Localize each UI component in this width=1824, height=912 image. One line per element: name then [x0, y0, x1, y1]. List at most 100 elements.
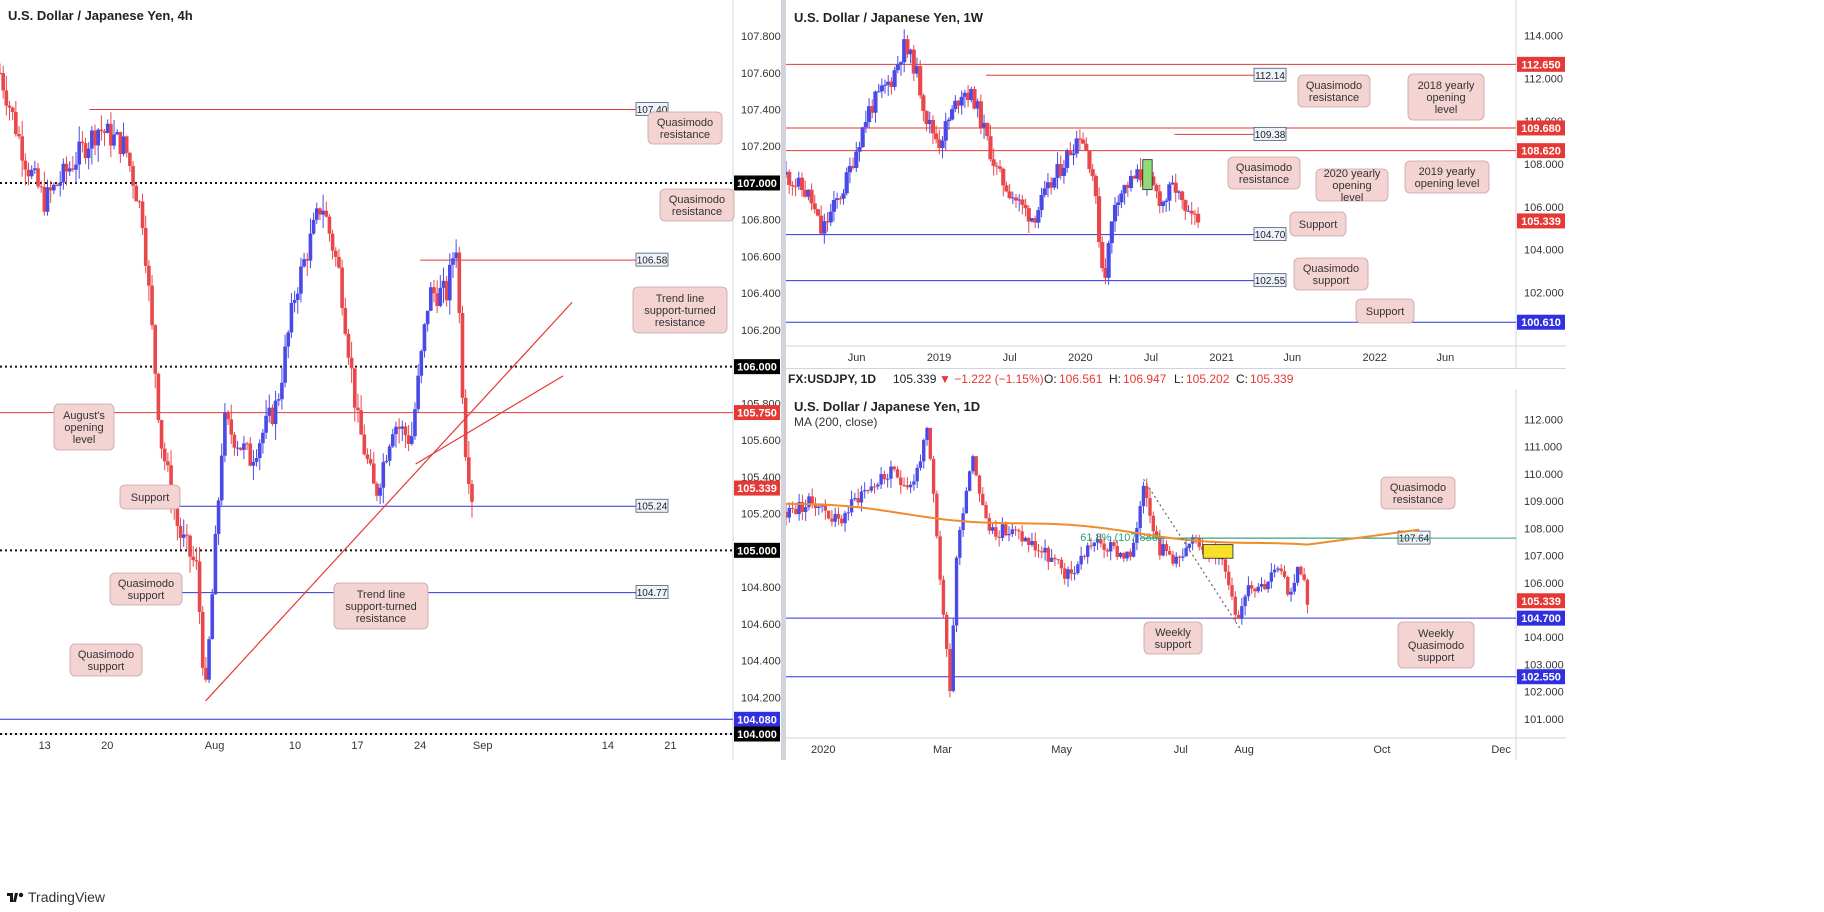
callout-text: 2018 yearly [1418, 80, 1475, 92]
candle-body [1087, 150, 1092, 170]
callout-text: support [128, 590, 165, 602]
candle-body [1105, 549, 1110, 552]
price-tag-label: 104.700 [1521, 613, 1561, 625]
candle-body [813, 503, 818, 509]
price-tick-label: 101.000 [1524, 714, 1564, 726]
callout-text: opening [64, 422, 103, 434]
candle-body [1145, 485, 1149, 499]
candle-body [1079, 555, 1083, 565]
candle-body [286, 332, 291, 347]
candle-body [1236, 614, 1241, 619]
candle-body [977, 475, 982, 494]
candle-body [885, 478, 890, 480]
candle-body [115, 132, 120, 135]
candle-body [991, 159, 996, 166]
candle-body [419, 351, 424, 376]
candle-body [29, 170, 34, 177]
candle-body [1292, 582, 1297, 592]
symbol-label[interactable]: FX:USDJPY, 1D [788, 372, 877, 386]
candle-body [441, 280, 446, 288]
price-tag [734, 480, 780, 496]
vertical-divider[interactable] [781, 0, 786, 912]
candle-body [242, 443, 246, 450]
callout-text: Quasimodo [78, 649, 134, 661]
candle-body [981, 122, 987, 128]
candle-body [356, 407, 360, 411]
candle-body [1253, 588, 1257, 592]
chart-1w-pane[interactable]: 114.000112.000110.000108.000106.000104.0… [786, 0, 1566, 368]
candle-body [1192, 213, 1197, 215]
candle-body [213, 534, 218, 595]
candle-body [1102, 543, 1106, 550]
candle-body [987, 518, 992, 531]
candle-body [1186, 210, 1191, 212]
price-tag [1517, 213, 1565, 229]
level-label: 102.55 [1255, 276, 1286, 287]
candle-body [830, 518, 834, 522]
candle-body [1125, 184, 1130, 189]
candle-body [23, 160, 28, 170]
candle-body [14, 112, 18, 135]
candle-body [1004, 185, 1009, 192]
candle-body [321, 210, 325, 215]
candle-body [52, 184, 56, 191]
candle-body [71, 168, 75, 170]
price-tag-label: 107.000 [737, 178, 777, 190]
candle-body [1151, 176, 1156, 185]
price-tick-label: 108.000 [1524, 159, 1564, 171]
candle-body [1049, 182, 1054, 188]
candle-body [124, 136, 129, 153]
price-tag [1517, 56, 1565, 72]
candle-body [134, 185, 139, 202]
candle-body [1112, 542, 1116, 546]
candle-body [1135, 169, 1140, 179]
chart-1w-canvas[interactable]: 114.000112.000110.000108.000106.000104.0… [786, 0, 1566, 368]
chart-1d-pane[interactable]: 112.000 111.000 110.000 109.000 108.000 107.0… [786, 389, 1566, 760]
ma-indicator-label[interactable]: MA (200, close) [794, 415, 878, 429]
candle-body [1096, 196, 1102, 243]
candle-body [972, 89, 977, 109]
candle-body [797, 501, 801, 515]
candle-body [908, 484, 913, 488]
price-tick-label: 109.000 [1524, 496, 1564, 508]
candle-body [327, 216, 332, 234]
candle-body [1223, 559, 1228, 572]
candle-body [118, 132, 123, 155]
chart-4h-canvas[interactable]: 107.800 107.600 107.400 107.200 106.800 106.6… [0, 0, 781, 760]
tradingview-logo[interactable]: TradingView [6, 889, 105, 905]
candle-body [1295, 566, 1300, 583]
candle-body [1013, 197, 1019, 201]
candle-body [872, 486, 877, 488]
candle-body [105, 123, 110, 133]
time-tick-label: Jul [1144, 352, 1158, 364]
callout-box [109, 572, 183, 606]
candle-body [840, 518, 844, 524]
callout-box [659, 188, 735, 222]
candle-body [1122, 552, 1126, 559]
time-tick-label: 14 [602, 740, 614, 752]
candle-body [143, 228, 148, 266]
candle-body [943, 121, 948, 141]
candle-body [966, 92, 971, 101]
candle-body [1000, 524, 1005, 538]
candle-body [1160, 201, 1166, 207]
candle-body [289, 302, 294, 333]
level-label-box [1253, 126, 1287, 141]
price-tick-label: 111.000 [1524, 442, 1562, 454]
candle-body [1053, 557, 1057, 560]
level-label-box [1253, 273, 1287, 288]
candle-body [0, 72, 2, 74]
candle-body [836, 513, 841, 519]
candle-body [413, 409, 417, 437]
chart-1d-canvas[interactable]: 112.000 111.000 110.000 109.000 108.000 107.0… [786, 389, 1566, 760]
candle-body [823, 504, 828, 511]
chart-4h-pane[interactable]: 107.800 107.600 107.400 107.200 106.800 106.6… [0, 0, 781, 760]
candle-body [835, 198, 840, 200]
candle-body [846, 512, 850, 514]
candle-body [1106, 243, 1111, 278]
candle-body [381, 462, 386, 488]
candle-body [191, 556, 196, 561]
candle-body [210, 594, 215, 640]
candle-body [1305, 579, 1310, 605]
price-tick-label: 107.000 [1524, 551, 1564, 563]
